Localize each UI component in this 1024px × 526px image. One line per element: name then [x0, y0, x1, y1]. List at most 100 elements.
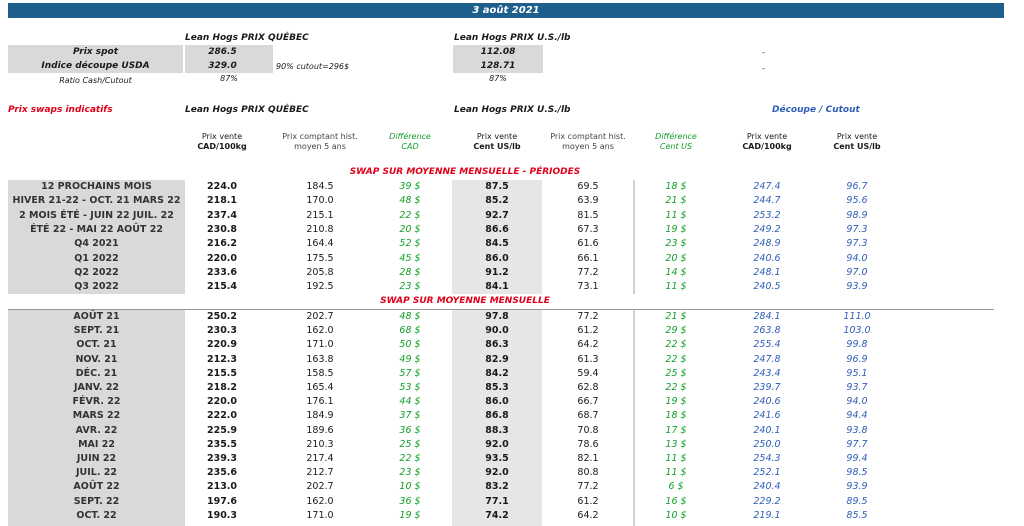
month-row: AOÛT 21 250.2 202.7 48 $ 97.8 77.2 21 $ 284.1 11…: [0, 310, 1024, 324]
prix-vente-us: 92.7: [485, 209, 509, 221]
cutout-cad: 240.6: [753, 252, 781, 264]
hist-us: 66.7: [577, 396, 599, 408]
months-label-bg: [8, 310, 185, 526]
col-header-line: Prix comptant hist.: [550, 132, 626, 141]
diff-cad: 36 $: [399, 495, 421, 507]
prix-vente-cad: 224.0: [206, 181, 238, 192]
row-label: SEPT. 22: [73, 495, 120, 507]
hist-us: 77.2: [577, 311, 599, 322]
row-label: FÉVR. 22: [72, 396, 121, 408]
cutout-us: 98.5: [846, 467, 868, 479]
diff-cad: 19 $: [399, 509, 421, 521]
prix-vente-us: 87.5: [485, 181, 509, 192]
cutout-cad: 284.1: [753, 311, 781, 322]
diff-cad: 28 $: [399, 266, 421, 278]
spot-qc-bg: [185, 45, 273, 73]
diff-us: 16 $: [665, 495, 687, 507]
hist-us: 69.5: [577, 181, 599, 192]
diff-us: 19 $: [665, 396, 687, 408]
hist-cad: 184.5: [306, 181, 334, 192]
col-header-line: Prix vente: [476, 132, 518, 141]
period-row: Q2 2022 233.6 205.8 28 $ 91.2 77.2 14 $ 248.1 97…: [0, 266, 1024, 280]
header-quebec-top: Lean Hogs PRIX QUÉBEC: [185, 33, 309, 43]
section-periods-title: SWAP SUR MOYENNE MENSUELLE - PÉRIODES: [349, 167, 581, 177]
hist-us: 68.7: [577, 410, 599, 422]
prix-vente-us: 92.0: [485, 438, 509, 450]
cutout-cad: 240.6: [753, 396, 781, 408]
periods-us-bg: [452, 180, 542, 294]
month-row: JUIL. 22 235.6 212.7 23 $ 92.0 80.8 11 $ 252.1 9…: [0, 466, 1024, 480]
row-label: MAI 22: [78, 438, 115, 450]
dash-2: -: [762, 64, 765, 73]
diff-us: 19 $: [665, 223, 687, 235]
ratio-label: Ratio Cash/Cutout: [59, 76, 132, 85]
prix-vente-us: 82.9: [485, 353, 509, 365]
prix-vente-cad: 212.3: [206, 353, 238, 365]
diff-cad: 44 $: [399, 396, 421, 408]
hist-cad: 192.5: [306, 281, 334, 293]
cutout-cad: 254.3: [753, 453, 781, 464]
cutout-us: 111.0: [843, 311, 871, 322]
hist-us: 66.1: [577, 252, 599, 264]
row-label: MARS 22: [72, 410, 121, 422]
diff-cad: 48 $: [399, 311, 421, 322]
prix-vente-cad: 250.2: [206, 311, 238, 322]
diff-cad: 49 $: [399, 353, 421, 365]
month-row: DÉC. 21 215.5 158.5 57 $ 84.2 59.4 25 $ 243.4 95…: [0, 367, 1024, 381]
swaps-title: Prix swaps indicatifs: [8, 105, 113, 115]
prix-vente-cad: 218.1: [206, 195, 238, 207]
month-row: AOÛT 22 213.0 202.7 10 $ 83.2 77.2 6 $ 240.4 93.…: [0, 480, 1024, 494]
prix-vente-cad: 216.2: [206, 238, 238, 250]
prix-vente-us: 86.0: [485, 252, 509, 264]
month-row: SEPT. 21 230.3 162.0 68 $ 90.0 61.2 29 $ 263.8 1…: [0, 324, 1024, 338]
cutout-cad: 240.1: [753, 424, 781, 436]
prix-vente-us: 86.0: [485, 396, 509, 408]
cutout-cad: 249.2: [753, 223, 781, 235]
periods-label-bg: [8, 180, 185, 294]
cutout-us: 97.3: [846, 238, 868, 250]
hist-cad: 184.9: [306, 410, 334, 422]
cutout-cad: 244.7: [753, 195, 781, 207]
cutout-us: 94.4: [846, 410, 868, 422]
prix-vente-us: 84.2: [485, 367, 509, 379]
month-row: OCT. 21 220.9 171.0 50 $ 86.3 64.2 22 $ 255.4 99…: [0, 338, 1024, 352]
prix-vente-us: 92.0: [485, 467, 509, 479]
cutout-us: 99.4: [846, 453, 868, 464]
month-row: JANV. 22 218.2 165.4 53 $ 85.3 62.8 22 $ 239.7 9…: [0, 381, 1024, 395]
cutout-us: 89.5: [846, 495, 868, 507]
month-row: NOV. 21 212.3 163.8 49 $ 82.9 61.3 22 $ 247.8 96…: [0, 353, 1024, 367]
cutout-us: 96.9: [846, 353, 868, 365]
cutout-cad: 255.4: [753, 339, 781, 351]
col-header-line: moyen 5 ans: [294, 142, 346, 151]
prix-vente-us: 86.8: [485, 410, 509, 422]
hist-cad: 212.7: [306, 467, 334, 479]
row-label: OCT. 22: [76, 509, 117, 521]
diff-us: 11 $: [665, 453, 687, 464]
hist-us: 70.8: [577, 424, 599, 436]
diff-cad: 22 $: [399, 209, 421, 221]
row-label: 12 PROCHAINS MOIS: [41, 181, 152, 192]
diff-cad: 39 $: [399, 181, 421, 192]
hist-us: 77.2: [577, 481, 599, 493]
spot-labels-bg: [8, 45, 183, 73]
swaps-header-quebec: Lean Hogs PRIX QUÉBEC: [185, 105, 309, 115]
cutout-cad: 248.9: [753, 238, 781, 250]
diff-us: 11 $: [665, 467, 687, 479]
spot-us-value: 112.08: [480, 47, 516, 57]
hist-us: 62.8: [577, 382, 599, 393]
diff-us: 13 $: [665, 438, 687, 450]
prix-vente-cad: 215.4: [206, 281, 238, 293]
hist-cad: 170.0: [306, 195, 334, 207]
cutout-cad: 219.1: [753, 509, 781, 521]
prix-vente-us: 97.8: [485, 311, 509, 322]
diff-us: 20 $: [665, 252, 687, 264]
diff-cad: 25 $: [399, 438, 421, 450]
month-row: MAI 22 235.5 210.3 25 $ 92.0 78.6 13 $ 250.0 97.…: [0, 438, 1024, 452]
row-label: OCT. 21: [76, 339, 117, 351]
hist-us: 81.5: [577, 209, 599, 221]
hist-cad: 176.1: [306, 396, 334, 408]
prix-vente-cad: 197.6: [206, 495, 238, 507]
row-label: DÉC. 21: [75, 367, 118, 379]
cutout-cad: 243.4: [753, 367, 781, 379]
prix-vente-cad: 233.6: [206, 266, 238, 278]
